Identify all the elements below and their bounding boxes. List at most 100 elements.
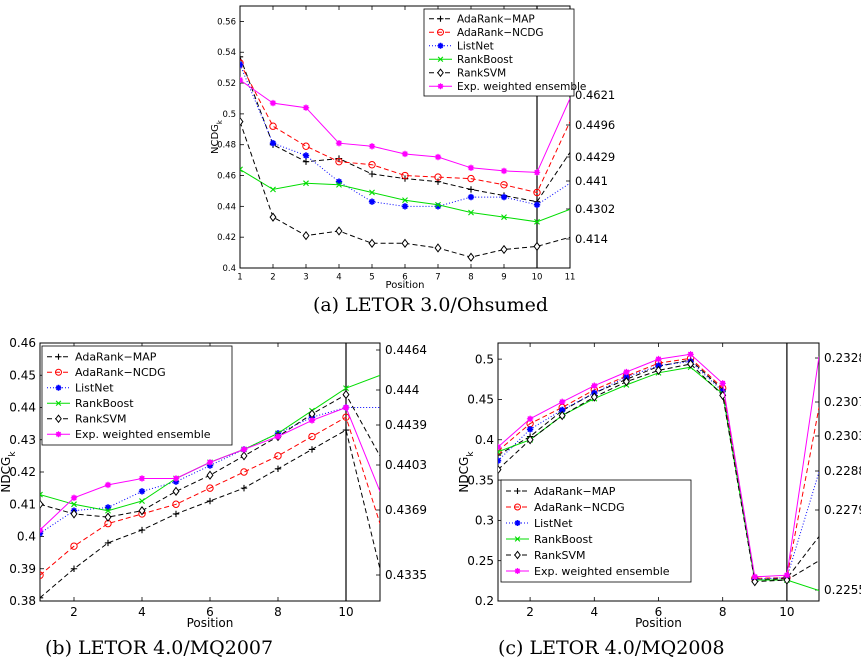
x-tick-label-b: 8 xyxy=(274,605,282,619)
legend-label-c: AdaRank−MAP xyxy=(534,485,616,498)
x-tick-label-a: 2 xyxy=(270,273,275,283)
x-tick-label-b: 2 xyxy=(70,605,78,619)
legend-marker-c xyxy=(514,536,521,542)
point-b-5 xyxy=(172,475,180,482)
point-a-5 xyxy=(269,99,277,107)
legend-label-a: AdaRank−NCDG xyxy=(457,27,544,39)
right-tick-label-c: 0.2303 xyxy=(824,429,861,443)
legend-marker-b xyxy=(55,414,62,424)
point-c-5 xyxy=(526,415,534,422)
y-tick-label-c: 0.25 xyxy=(467,554,494,568)
point-a-1 xyxy=(533,188,541,197)
x-tick-label-a: 11 xyxy=(565,273,576,283)
x-tick-label-a: 7 xyxy=(435,273,440,283)
legend-marker-a xyxy=(437,56,444,63)
right-tick-label-b: 0.4464 xyxy=(385,343,427,357)
point-b-4 xyxy=(70,509,78,519)
point-a-4 xyxy=(368,238,376,249)
point-b-5 xyxy=(342,404,350,411)
right-tick-label-c: 0.2288 xyxy=(824,464,861,478)
point-b-2 xyxy=(172,478,180,485)
point-b-5-box xyxy=(105,482,111,488)
point-a-1 xyxy=(401,171,409,180)
x-tick-label-a: 5 xyxy=(369,273,374,283)
y-tick-label-a: 0.54 xyxy=(217,48,236,58)
legend-label-b: ListNet xyxy=(75,382,114,395)
point-a-2 xyxy=(335,178,343,185)
x-tick-label-b: 6 xyxy=(206,605,214,619)
point-b-0 xyxy=(206,497,214,505)
point-a-2 xyxy=(401,203,409,210)
point-b-5-box xyxy=(241,447,247,452)
point-a-5-box xyxy=(402,151,408,157)
point-a-1 xyxy=(467,174,475,183)
point-a-0 xyxy=(240,53,244,61)
point-a-1 xyxy=(500,181,508,189)
legend-label-a: Exp. weighted ensemble xyxy=(457,81,586,93)
legend-label-a: ListNet xyxy=(457,41,494,53)
y-tick-label-b: 0.45 xyxy=(9,368,36,382)
chart-c: 2 4 6 8 10 0.2 0.25 0.3 0.35 0.4 0.45 0.5 0.2328 0.23… xyxy=(457,342,861,630)
legend-b: AdaRank−MAP AdaRank−NCDG ListNet RankBoost R… xyxy=(41,345,233,446)
y-tick-label-b: 0.42 xyxy=(9,465,36,479)
x-axis-label-a: Position xyxy=(386,280,425,291)
caption-c: (c) LETOR 4.0/MQ2008 xyxy=(498,637,725,659)
point-c-3 xyxy=(498,448,501,455)
point-b-5 xyxy=(308,417,316,424)
point-a-0 xyxy=(302,158,310,165)
legend-box-c xyxy=(500,479,692,583)
point-b-3 xyxy=(139,498,145,504)
point-b-5 xyxy=(104,481,112,489)
x-tick-label-c: 10 xyxy=(779,605,794,619)
point-a-5 xyxy=(401,150,409,158)
point-b-2 xyxy=(138,488,146,495)
legend-marker-a xyxy=(437,42,444,49)
point-b-5-box xyxy=(309,418,315,423)
legend-label-c: ListNet xyxy=(534,517,573,530)
point-a-2 xyxy=(368,198,376,205)
point-a-3 xyxy=(240,166,243,173)
point-b-5 xyxy=(240,446,248,453)
legend-marker-c xyxy=(514,568,521,574)
point-c-5-box xyxy=(498,444,501,450)
point-b-5-box xyxy=(139,476,145,481)
point-b-2 xyxy=(104,504,112,511)
legend-c: AdaRank−MAP AdaRank−NCDG ListNet RankBoost R… xyxy=(500,479,692,583)
point-a-4 xyxy=(467,252,475,262)
legend-marker-c xyxy=(514,520,521,526)
point-b-5-box xyxy=(207,460,213,465)
right-tick-label-c: 0.2307 xyxy=(824,395,861,409)
y-tick-label-b: 0.46 xyxy=(9,336,36,350)
point-c-5-box xyxy=(784,572,790,578)
point-c-2 xyxy=(526,426,534,433)
chart-a: 1 2 3 4 5 6 7 8 9 10 11 0.4 0.42 0.44 0.46 0.48 0.5 0.52 0… xyxy=(210,5,615,291)
legend-marker-c xyxy=(514,503,521,511)
point-a-4 xyxy=(335,226,343,236)
point-c-4 xyxy=(687,359,695,369)
y-tick-label-b: 0.43 xyxy=(9,433,36,447)
point-a-2 xyxy=(302,152,310,159)
y-tick-label-b: 0.44 xyxy=(9,401,36,415)
x-tick-label-a: 10 xyxy=(532,273,543,283)
point-c-5-box xyxy=(592,383,597,388)
point-a-3 xyxy=(303,180,309,187)
point-a-4 xyxy=(500,244,508,255)
point-a-5-box xyxy=(501,168,507,174)
right-tick-label-c: 0.2279 xyxy=(824,503,861,517)
x-tick-label-a: 1 xyxy=(237,273,242,283)
y-axis-label-sub-a: k xyxy=(216,119,224,124)
right-tick-label-a: 0.4621 xyxy=(575,88,615,102)
point-c-0 xyxy=(498,451,502,459)
point-b-1 xyxy=(206,484,214,492)
point-b-1 xyxy=(274,452,282,460)
point-a-5 xyxy=(368,143,376,150)
point-c-2 xyxy=(623,373,630,381)
legend-marker-c xyxy=(514,550,521,560)
caption-b: (b) LETOR 4.0/MQ2007 xyxy=(45,637,274,659)
point-b-5 xyxy=(274,433,282,440)
point-c-5 xyxy=(655,355,662,363)
point-a-2 xyxy=(434,203,442,210)
point-a-5 xyxy=(467,164,475,172)
point-a-0 xyxy=(467,186,475,193)
